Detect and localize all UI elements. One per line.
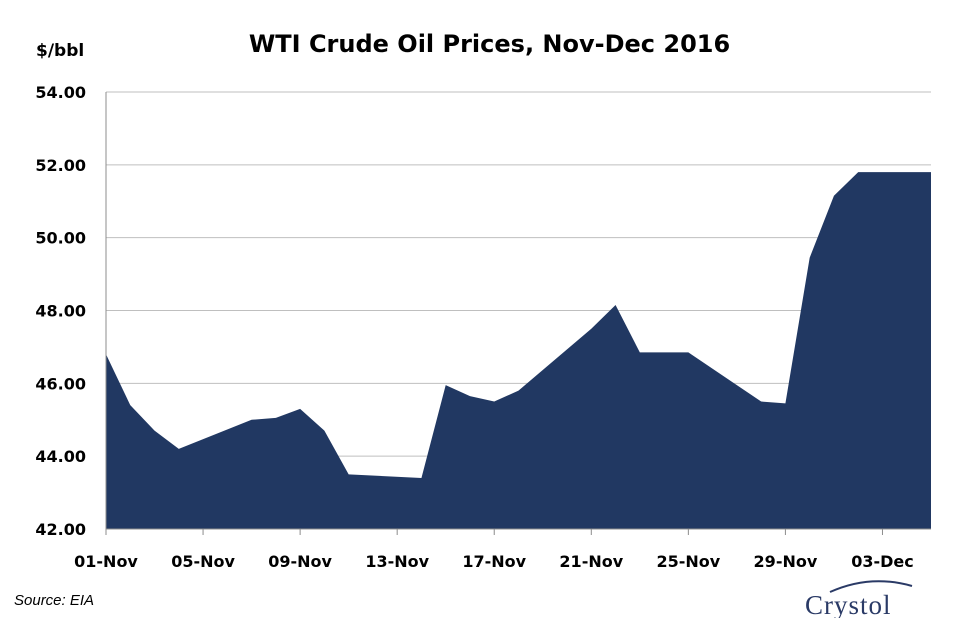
y-tick-label: 54.00	[35, 83, 86, 102]
chart-title: WTI Crude Oil Prices, Nov-Dec 2016	[248, 30, 731, 58]
x-tick-label: 13-Nov	[365, 552, 429, 571]
crystol-logo: Crystol	[805, 580, 913, 618]
y-tick-label: 50.00	[35, 229, 86, 248]
x-tick-label: 29-Nov	[754, 552, 818, 571]
y-tick-label: 42.00	[35, 520, 86, 539]
x-tick-label: 01-Nov	[74, 552, 138, 571]
x-tick-label: 17-Nov	[462, 552, 526, 571]
y-tick-label: 46.00	[35, 374, 86, 393]
source-note: Source: EIA	[14, 592, 95, 609]
axes	[105, 92, 931, 535]
x-tick-label: 25-Nov	[656, 552, 720, 571]
price-area	[106, 172, 931, 529]
x-tick-labels: 01-Nov 05-Nov 09-Nov 13-Nov 17-Nov 21-Nov 25-N…	[74, 552, 914, 571]
x-tick-label: 03-Dec	[851, 552, 914, 571]
y-tick-labels: 42.00 44.00 46.00 48.00 50.00 52.00 54.00	[35, 83, 86, 539]
x-tick-label: 09-Nov	[268, 552, 332, 571]
y-tick-label: 48.00	[35, 302, 86, 321]
logo-wordmark: Crystol	[805, 590, 892, 618]
y-tick-label: 44.00	[35, 447, 86, 466]
x-tick-label: 21-Nov	[559, 552, 623, 571]
area-series	[105, 172, 932, 529]
x-tick-label: 05-Nov	[171, 552, 235, 571]
y-axis-unit-label: $/bbl	[36, 41, 85, 61]
y-tick-label: 52.00	[35, 156, 86, 175]
